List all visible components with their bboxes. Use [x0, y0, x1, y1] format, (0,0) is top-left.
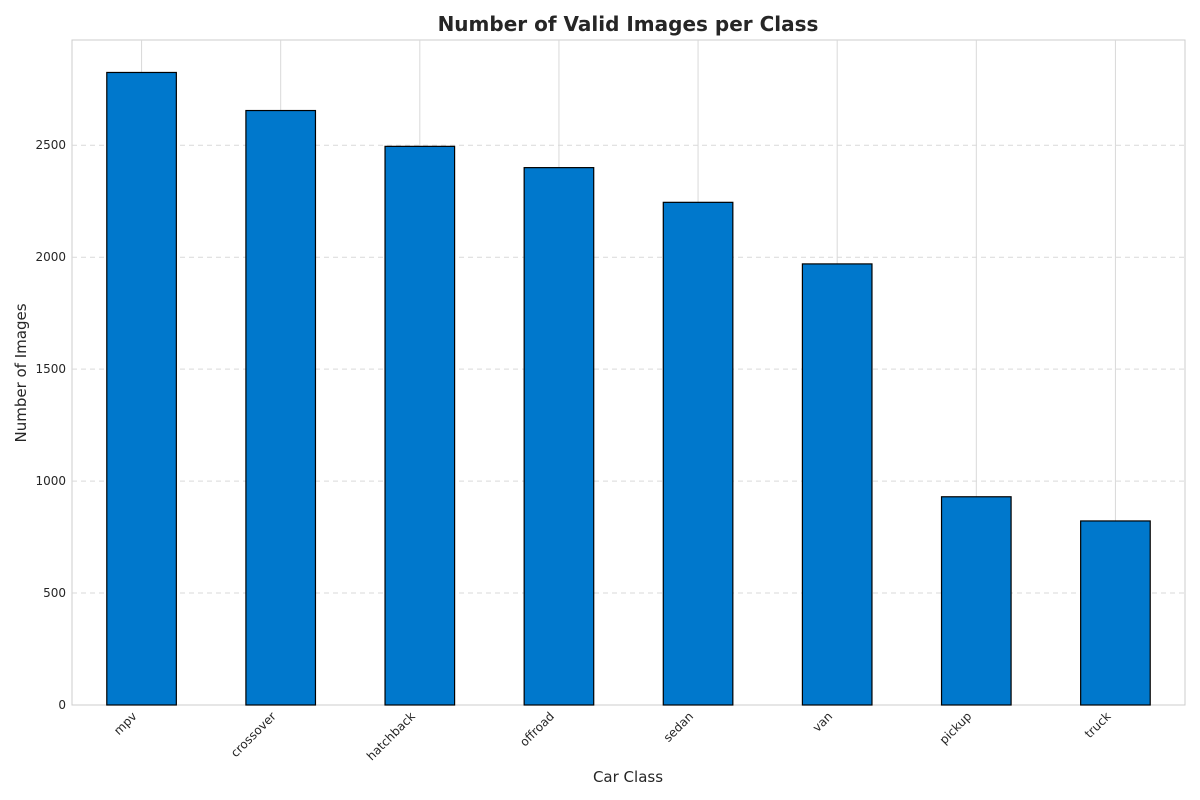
y-tick-label: 2000 — [35, 250, 66, 264]
y-axis-label: Number of Images — [12, 303, 30, 442]
x-tick-label: truck — [1082, 709, 1114, 741]
plot-area-frame — [71, 39, 1186, 706]
x-tick-label: pickup — [937, 709, 975, 747]
y-tick-label: 1000 — [35, 474, 66, 488]
chart-title: Number of Valid Images per Class — [438, 12, 819, 36]
x-axis-ticks: mpv crossover hatchback offroad sedan van pick… — [111, 709, 1113, 763]
bar-van — [801, 263, 873, 706]
y-axis-ticks: 0 500 1000 1500 2000 2500 — [35, 138, 66, 712]
bar-crossover — [245, 109, 317, 706]
bar-offroad — [523, 167, 595, 706]
bar-truck — [1080, 520, 1151, 706]
bars — [106, 71, 1151, 706]
y-tick-label: 2500 — [35, 138, 66, 152]
y-tick-label: 500 — [43, 586, 66, 600]
x-tick-label: crossover — [228, 709, 279, 760]
x-tick-label: offroad — [517, 709, 557, 749]
x-axis-label: Car Class — [593, 768, 663, 786]
x-tick-label: mpv — [111, 709, 140, 738]
bar-mpv — [106, 71, 177, 706]
y-tick-label: 1500 — [35, 362, 66, 376]
x-tick-label: van — [810, 709, 836, 735]
bar-pickup — [940, 496, 1012, 706]
bar-hatchback — [384, 145, 456, 706]
y-tick-label: 0 — [58, 698, 66, 712]
x-tick-label: hatchback — [364, 709, 418, 763]
bar-sedan — [662, 201, 734, 706]
x-tick-label: sedan — [661, 709, 697, 745]
